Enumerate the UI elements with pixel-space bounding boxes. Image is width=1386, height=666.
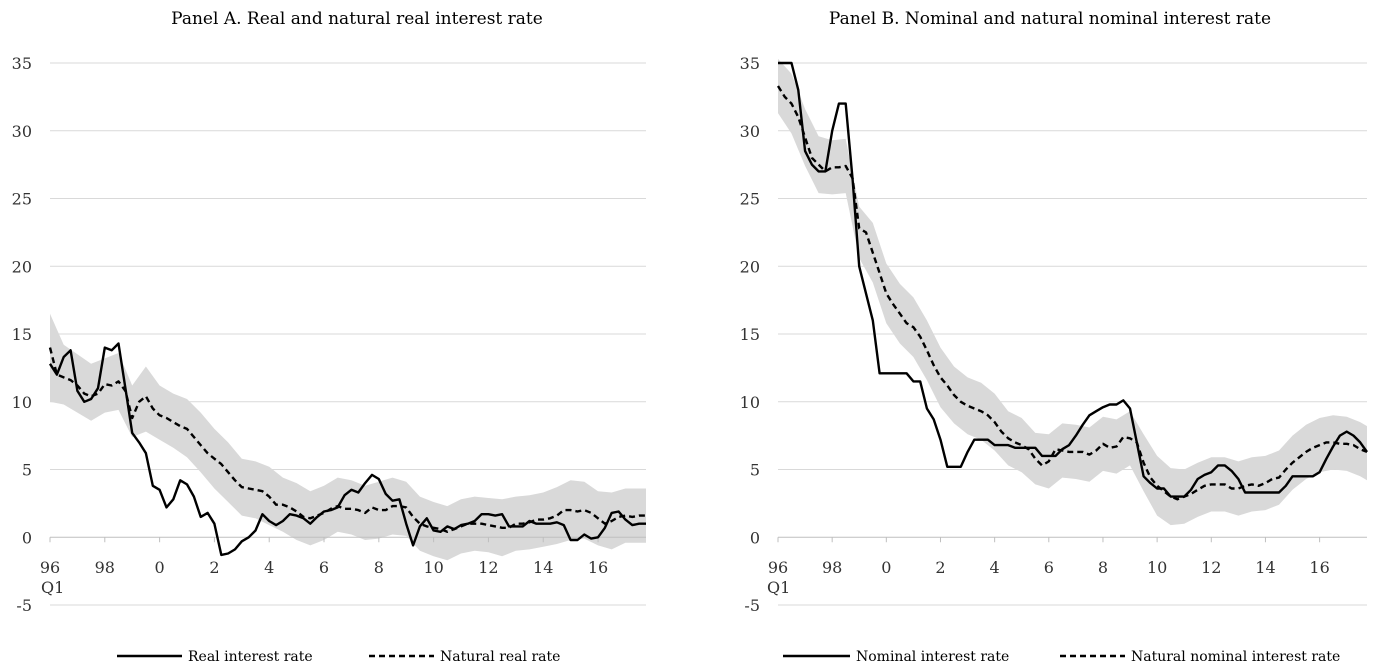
panel-b-series-lines [776,61,1368,501]
x-tick-label-10: 10 [423,558,443,577]
x-tick-label-96: 96 [768,558,788,577]
panel-a-title: Panel A. Real and natural real interest … [171,9,543,29]
x-tick-label-8: 8 [1098,558,1108,577]
confidence-band [778,58,1367,526]
series-line-nominal-interest-rate [778,61,1368,498]
y-tick-label-35: 35 [740,54,760,73]
y-tick-label-10: 10 [12,393,32,412]
series-line-real-interest-rate [48,342,646,557]
series-line-natural-real-rate [48,347,646,533]
y-tick-label-5: 5 [750,461,760,480]
y-tick-label-10: 10 [740,393,760,412]
y-tick-label-20: 20 [12,257,32,276]
y-tick-label-0: 0 [22,528,32,547]
x-tick-label-4: 4 [264,558,274,577]
y-tick-label-25: 25 [740,190,760,209]
y-tick-label-25: 25 [12,190,32,209]
x-tick-label-6: 6 [1044,558,1054,577]
series-line-natural-nominal-interest-rate [776,85,1368,501]
panel-a-series-lines [48,342,646,557]
x-tick-label-12: 12 [1201,558,1221,577]
panel-b-legend: Nominal interest rate Natural nominal in… [783,649,1340,665]
panel-a: Panel A. Real and natural real interest … [12,9,646,665]
panel-b-title: Panel B. Nominal and natural nominal int… [829,9,1271,29]
y-tick-label-30: 30 [740,122,760,141]
panel-a-y-tick-labels: -5 0 5 10 15 20 25 30 35 [12,54,32,615]
x-tick-label-2: 2 [209,558,219,577]
x-tick-label-0: 0 [881,558,891,577]
panel-a-x-tick-labels: 96 98 0 2 4 6 8 10 12 14 16 [40,558,608,577]
y-tick-label--5: -5 [744,596,760,615]
y-tick-label-15: 15 [740,325,760,344]
x-tick-label-16: 16 [588,558,608,577]
panel-a-legend: Real interest rate Natural real rate [117,649,560,665]
panel-b-gridlines [778,62,1367,606]
y-tick-label-0: 0 [750,528,760,547]
panel-b-legend-label-natural-nominal-rate: Natural nominal interest rate [1131,649,1340,665]
x-tick-label-16: 16 [1309,558,1329,577]
panel-b-zero-axis [777,536,1367,543]
y-tick-label-35: 35 [12,54,32,73]
panel-a-x-sublabel: Q1 [41,578,64,597]
x-tick-label-14: 14 [533,558,553,577]
x-tick-label-4: 4 [990,558,1000,577]
x-tick-label-12: 12 [478,558,498,577]
panel-a-legend-label-natural-rate: Natural real rate [440,649,560,665]
x-tick-label-98: 98 [95,558,115,577]
x-tick-label-98: 98 [822,558,842,577]
panel-b-x-sublabel: Q1 [767,578,790,597]
x-tick-label-6: 6 [319,558,329,577]
x-tick-label-10: 10 [1147,558,1167,577]
panel-b-confidence-band [778,58,1367,526]
x-tick-label-0: 0 [155,558,165,577]
y-tick-label-30: 30 [12,122,32,141]
y-tick-label-20: 20 [740,257,760,276]
panel-b-x-tick-labels: 96 98 0 2 4 6 8 10 12 14 16 [768,558,1330,577]
panel-b-legend-label-nominal-rate: Nominal interest rate [856,649,1009,665]
x-tick-label-14: 14 [1255,558,1275,577]
x-tick-label-2: 2 [935,558,945,577]
x-tick-label-8: 8 [374,558,384,577]
y-tick-label-5: 5 [22,461,32,480]
y-tick-label-15: 15 [12,325,32,344]
panel-b-y-tick-labels: -5 0 5 10 15 20 25 30 35 [740,54,760,615]
panel-a-zero-axis [49,536,646,543]
x-tick-label-96: 96 [40,558,60,577]
panel-b: Panel B. Nominal and natural nominal int… [740,9,1368,665]
y-tick-label--5: -5 [16,596,32,615]
panel-a-legend-label-real-rate: Real interest rate [188,649,313,665]
